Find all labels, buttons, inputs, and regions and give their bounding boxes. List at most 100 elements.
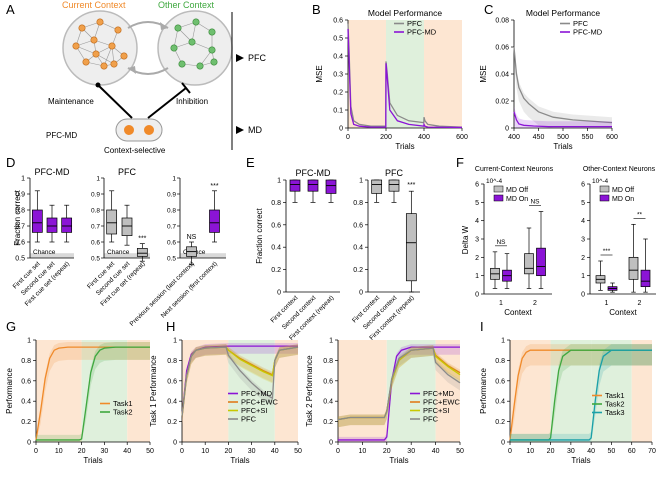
y-tick-label: 0.8	[167, 208, 176, 215]
legend-swatch	[493, 194, 504, 202]
pfc-neuron-orange	[114, 26, 122, 34]
x-axis-label: Trials	[83, 456, 102, 465]
y-tick-label: 0.8	[15, 208, 25, 215]
box	[628, 256, 639, 280]
y-tick-label: 0.5	[91, 256, 100, 263]
y-tick-label: 5	[475, 200, 479, 207]
y-tick-label: 0.08	[495, 18, 509, 25]
md-neuron-1	[124, 125, 134, 135]
context-band	[510, 340, 551, 442]
legend-label: Task1	[605, 391, 625, 400]
y-tick-label: 6	[475, 182, 479, 189]
y-axis-label: Fraction correct	[255, 207, 264, 263]
inhibition-arrow	[147, 87, 187, 119]
x-tick-label: 600	[606, 134, 618, 141]
x-tick-label: 40	[432, 448, 440, 455]
legend-label: Task3	[605, 408, 625, 417]
y-tick-label: 0.2	[323, 419, 333, 426]
context-band	[591, 340, 632, 442]
x-tick-label: 1	[605, 300, 609, 307]
pfc-neuron-green	[192, 18, 200, 26]
context-band	[631, 340, 652, 442]
series-line-pfc-md	[347, 28, 463, 129]
box	[46, 217, 58, 233]
x-tick-label: 10	[55, 448, 63, 455]
context-band	[274, 340, 298, 442]
x-tick-label: 0	[346, 134, 350, 141]
y-tick-label: 0.4	[353, 245, 363, 252]
pfc-neuron-green	[174, 24, 182, 32]
box	[209, 209, 220, 233]
pfc-neuron-orange	[110, 60, 118, 68]
y-tick-label: 6	[581, 182, 585, 189]
legend-label: PFC+EWC	[423, 398, 460, 407]
neuron-link	[191, 41, 213, 51]
box	[136, 248, 148, 257]
pfc-pointer-icon	[236, 54, 244, 62]
series-band-task2	[510, 344, 652, 442]
panel-letter-e: E	[246, 155, 255, 170]
x-tick-label: 2	[533, 300, 537, 307]
significance-label: ***	[210, 183, 218, 190]
panel-letter-b: B	[312, 2, 321, 17]
x-tick-label: 450	[533, 134, 545, 141]
series-band-pfc	[338, 345, 460, 428]
x-tick-label: 200	[380, 134, 392, 141]
y-tick-label: 0	[501, 440, 505, 447]
neuron-link	[103, 45, 113, 67]
series-band-task2	[36, 342, 150, 442]
y-axis-label: Fraction correct	[13, 189, 22, 245]
pfc-neuron-orange	[92, 50, 100, 58]
y-tick-label: 0.4	[323, 399, 333, 406]
panel-letter-d: D	[6, 155, 15, 170]
legend-label: MD On	[506, 196, 528, 203]
legend-label: PFC-MD	[407, 28, 437, 37]
x-tick-label: 0	[508, 448, 512, 455]
y-tick-label: 0.6	[167, 240, 176, 247]
y-tick-label: 1	[21, 176, 25, 183]
chart-c-model-performance-zoom: 0 0.02 0.04 0.06 0.08 400 450 500 550 600 Model Pe…	[479, 8, 618, 151]
y-tick-label: 0.9	[167, 192, 176, 199]
x-tick-label: 50	[146, 448, 154, 455]
box	[640, 269, 651, 288]
y-tick-label: 0.4	[333, 54, 343, 61]
series-band-pfc	[514, 41, 612, 128]
panel-letter-f: F	[456, 155, 464, 170]
box	[388, 179, 400, 192]
series-line-task2	[36, 346, 150, 441]
neuron-link	[75, 45, 97, 55]
pfc-neuron-orange	[90, 36, 98, 44]
y-tick-label: 0	[329, 440, 333, 447]
series-line-pfc	[181, 346, 299, 417]
significance-label: NS	[530, 199, 540, 206]
md-neuron-2	[144, 125, 154, 135]
chart-i-performance: 00.20.40.60.810 10 20 30 40 50 60 70TrialsPerfo…	[479, 338, 656, 466]
y-tick-label: 0	[505, 126, 509, 133]
x-tick-label: 20	[225, 448, 233, 455]
x-tick-label: 10	[201, 448, 209, 455]
y-tick-label: 1	[27, 338, 31, 345]
group-title: PFC	[118, 167, 137, 177]
x-tick-label: 30	[101, 448, 109, 455]
series-line-pfc-md	[513, 111, 612, 128]
md-label: MD	[248, 125, 262, 135]
multiplier-label: 10^-4	[592, 178, 608, 185]
x-tick-label: 10	[526, 448, 534, 455]
x-tick-label: 40	[271, 448, 279, 455]
y-tick-label: 0.9	[15, 192, 25, 199]
y-tick-label: 3	[475, 237, 479, 244]
y-tick-label: 0.02	[495, 99, 509, 106]
y-tick-label: 0.6	[353, 222, 363, 229]
chart-title: Model Performance	[368, 8, 442, 18]
pfc-neuron-orange	[82, 58, 90, 66]
series-band-task3	[510, 344, 652, 442]
md-pointer-icon	[236, 126, 244, 134]
x-tick-label: 50	[608, 448, 616, 455]
context-band	[348, 20, 386, 128]
y-tick-label: 0	[359, 290, 363, 297]
series-line-task3	[510, 349, 652, 441]
y-axis-label: Performance	[479, 368, 488, 414]
y-tick-label: 1	[172, 176, 176, 183]
context-selective-label: Context-selective	[104, 146, 166, 155]
